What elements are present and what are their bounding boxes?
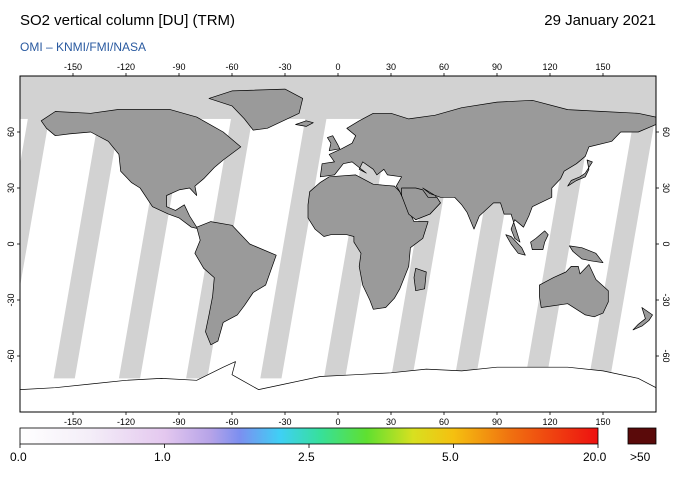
lon-label-top-10: 150	[595, 62, 610, 72]
colorbar-label-4: 20.0	[583, 450, 607, 464]
lon-ticks-top: -150 -120 -90 -60 -30 0 30 60 90 120 150	[64, 62, 611, 76]
lat-label-left-3: -30	[6, 293, 16, 306]
nodata-gap-4	[260, 113, 328, 379]
lon-label-bottom-0: -150	[64, 417, 82, 427]
lon-label-top-8: 90	[492, 62, 502, 72]
lon-label-top-4: -30	[278, 62, 291, 72]
new-guinea-land	[569, 245, 604, 264]
borneo-land	[530, 230, 549, 250]
sumatra-land	[505, 234, 526, 256]
lon-label-top-1: -120	[117, 62, 135, 72]
madagascar-land	[413, 267, 427, 292]
colorbar-ticks	[19, 444, 599, 448]
nodata-gap-1	[53, 113, 121, 379]
lon-label-bottom-9: 120	[542, 417, 557, 427]
lon-label-bottom-2: -90	[172, 417, 185, 427]
lon-label-bottom-5: 0	[335, 417, 340, 427]
colorbar-label-2: 2.5	[298, 450, 315, 464]
lon-label-bottom-3: -60	[225, 417, 238, 427]
colorbar	[19, 427, 657, 448]
greenland-land	[208, 88, 304, 131]
lon-label-top-7: 60	[439, 62, 449, 72]
colorbar-label-1: 1.0	[154, 450, 171, 464]
lon-label-bottom-8: 90	[492, 417, 502, 427]
lat-label-right-0: 60	[661, 127, 671, 137]
japan-land	[567, 159, 593, 187]
south-america-land	[194, 221, 277, 346]
lat-ticks-left: 60 30 0 -30 -60	[6, 127, 20, 363]
data-credit: OMI – KNMI/FMI/NASA	[20, 40, 147, 54]
lon-label-top-0: -150	[64, 62, 82, 72]
lon-label-top-6: 30	[386, 62, 396, 72]
nodata-gap-9	[588, 113, 656, 379]
lon-ticks-bottom: -150 -120 -90 -60 -30 0 30 60 90 120 150	[64, 412, 611, 427]
lon-label-bottom-10: 150	[595, 417, 610, 427]
colorbar-gradient	[19, 427, 599, 445]
lon-label-bottom-6: 30	[386, 417, 396, 427]
new-zealand-land	[632, 307, 653, 331]
lat-label-right-1: 30	[661, 183, 671, 193]
colorbar-overflow	[627, 427, 657, 445]
antarctica-land	[20, 361, 656, 412]
lon-label-top-2: -90	[172, 62, 185, 72]
lat-label-left-2: 0	[6, 241, 16, 246]
lat-label-right-3: -30	[661, 293, 671, 306]
lat-label-left-1: 30	[6, 183, 16, 193]
lat-label-left-4: -60	[6, 349, 16, 362]
page-title: SO2 vertical column [DU] (TRM)	[20, 12, 236, 29]
map-area	[20, 76, 656, 412]
map-date: 29 January 2021	[544, 12, 656, 29]
lon-label-top-9: 120	[542, 62, 557, 72]
africa-land	[307, 174, 429, 310]
lat-ticks-right: 60 30 0 -30 -60	[656, 127, 671, 363]
colorbar-label-0: 0.0	[10, 450, 27, 464]
colorbar-label-3: 5.0	[442, 450, 459, 464]
nodata-gap-0	[20, 113, 50, 287]
arabia-land	[401, 187, 441, 221]
colorbar-overflow-label: >50	[630, 450, 651, 464]
australia-land	[539, 264, 609, 318]
land-masses	[20, 88, 656, 412]
lat-label-left-0: 60	[6, 127, 16, 137]
north-america-land	[40, 109, 242, 230]
lon-label-bottom-4: -30	[278, 417, 291, 427]
lon-label-bottom-7: 60	[439, 417, 449, 427]
lon-label-top-5: 0	[335, 62, 340, 72]
lat-label-right-4: -60	[661, 349, 671, 362]
lat-label-right-2: 0	[661, 241, 671, 246]
iceland-land	[295, 120, 314, 127]
lon-label-bottom-1: -120	[117, 417, 135, 427]
uk-land	[327, 135, 341, 152]
lon-label-top-3: -60	[225, 62, 238, 72]
eurasia-land	[319, 99, 656, 243]
